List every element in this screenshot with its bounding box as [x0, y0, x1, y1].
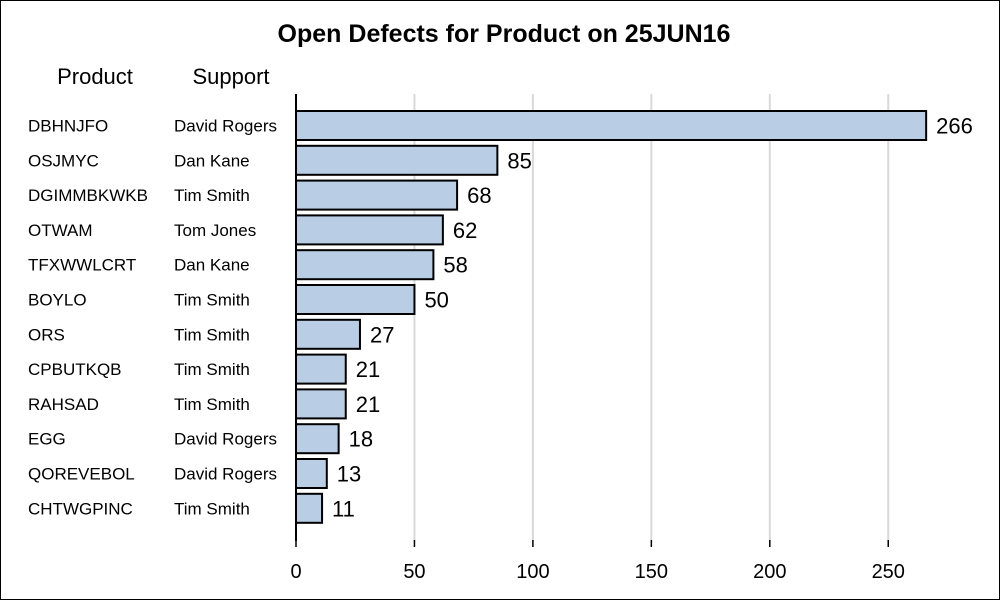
data-label: 27 — [370, 322, 394, 347]
bar — [295, 388, 347, 420]
support-label: Tim Smith — [174, 360, 250, 379]
support-label: Tim Smith — [174, 395, 250, 414]
data-label: 18 — [349, 427, 373, 452]
product-label: TFXWWLCRT — [28, 256, 136, 275]
product-label: QOREVEBOL — [28, 465, 135, 484]
data-label: 68 — [467, 183, 491, 208]
bar — [295, 423, 340, 455]
product-label: RAHSAD — [28, 395, 99, 414]
x-tick-label: 200 — [753, 561, 786, 583]
data-label: 21 — [356, 392, 380, 417]
x-tick-label: 100 — [516, 561, 549, 583]
bar — [295, 492, 324, 524]
bar — [295, 458, 328, 489]
bars: 266 85 68 62 58 50 27 21 21 18 13 11 — [295, 110, 973, 524]
support-label: David Rogers — [174, 465, 277, 484]
support-label: Tim Smith — [174, 325, 250, 344]
product-label: CHTWGPINC — [28, 499, 133, 518]
product-label: OSJMYC — [28, 151, 99, 170]
x-tick-label: 50 — [403, 561, 425, 583]
support-label: David Rogers — [174, 430, 277, 449]
support-label: Tom Jones — [174, 221, 256, 240]
data-label: 266 — [936, 114, 973, 139]
product-label: ORS — [28, 325, 65, 344]
data-label: 13 — [337, 462, 361, 487]
x-tick-label: 250 — [872, 561, 905, 583]
bar — [295, 353, 347, 385]
support-label: Dan Kane — [174, 151, 250, 170]
data-label: 21 — [356, 357, 380, 382]
data-label: 50 — [424, 288, 448, 313]
column-header-support: Support — [192, 64, 269, 89]
row-labels: DBHNJFO David Rogers OSJMYC Dan Kane DGIMMBK… — [28, 117, 277, 519]
bar — [295, 110, 928, 141]
bar — [295, 249, 435, 281]
product-label: EGG — [28, 430, 66, 449]
support-label: Tim Smith — [174, 186, 250, 205]
bar — [295, 144, 499, 176]
support-label: David Rogers — [174, 117, 277, 136]
data-label: 11 — [332, 496, 355, 521]
product-label: BOYLO — [28, 291, 87, 310]
support-label: Tim Smith — [174, 499, 250, 518]
data-label: 85 — [507, 148, 531, 173]
data-label: 58 — [443, 253, 467, 278]
support-label: Tim Smith — [174, 291, 250, 310]
chart-title: Open Defects for Product on 25JUN16 — [278, 20, 731, 48]
product-label: DBHNJFO — [28, 117, 108, 136]
product-label: OTWAM — [28, 221, 93, 240]
data-label: 62 — [453, 218, 477, 243]
support-label: Dan Kane — [174, 256, 250, 275]
x-tick-label: 150 — [635, 561, 668, 583]
bar — [295, 179, 459, 211]
product-label: DGIMMBKWKB — [28, 186, 148, 205]
bar — [295, 284, 416, 315]
product-label: CPBUTKQB — [28, 360, 122, 379]
bar — [295, 318, 361, 350]
x-tick-label: 0 — [290, 561, 301, 583]
x-axis: 0 50 100 150 200 250 — [290, 94, 905, 583]
column-header-product: Product — [57, 64, 133, 89]
bar — [295, 214, 444, 246]
gridlines — [413, 94, 890, 541]
